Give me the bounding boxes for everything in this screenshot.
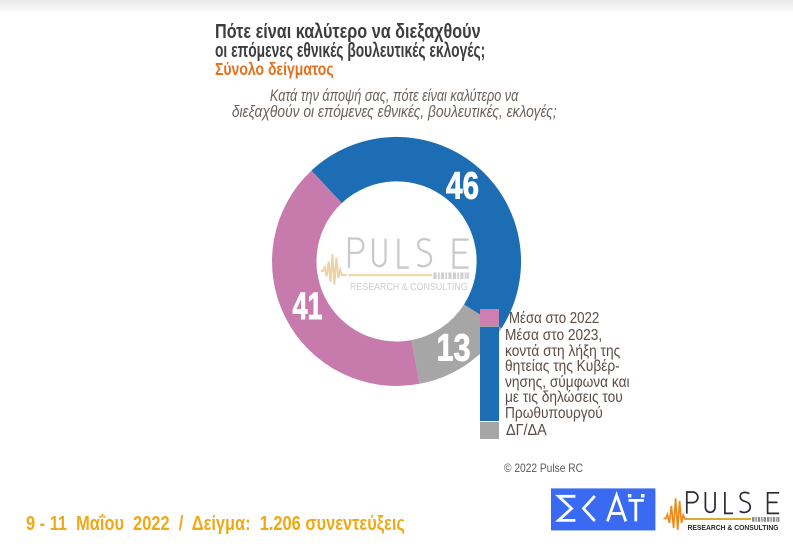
svg-text:41: 41 [293,286,323,328]
svg-text:13: 13 [437,328,471,370]
svg-text:46: 46 [446,165,479,207]
